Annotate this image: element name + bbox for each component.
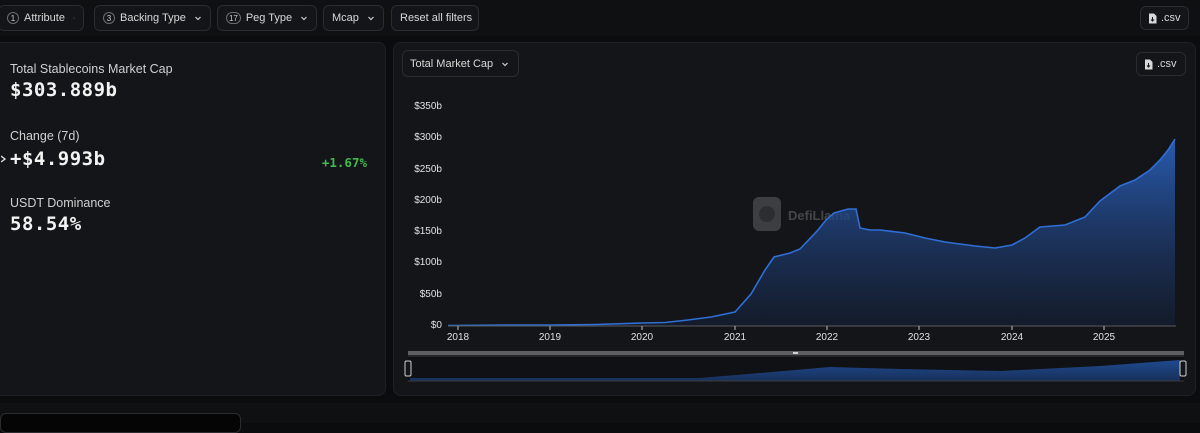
download-csv-button[interactable]: .csv — [1140, 6, 1189, 30]
change-7d-percent: +1.67% — [321, 155, 367, 170]
defillama-watermark: DefiLlama — [753, 197, 851, 231]
chevron-down-icon — [73, 17, 75, 19]
total-market-cap-label: Total Stablecoins Market Cap — [10, 62, 173, 76]
x-tick: 2018 — [446, 332, 470, 343]
usdt-dominance-value: 58.54% — [10, 213, 82, 235]
y-tick: $100b — [414, 257, 442, 268]
x-tick: 2021 — [723, 332, 747, 343]
total-market-cap-value: $303.889b — [10, 79, 118, 101]
usdt-dominance-label: USDT Dominance — [10, 196, 111, 210]
collapse-arrow-icon[interactable] — [0, 152, 7, 164]
market-cap-chart[interactable]: DefiLlama — [0, 0, 1200, 423]
range-handle-left — [404, 360, 412, 377]
chevron-down-icon — [502, 62, 509, 66]
filter-count-badge: 1 — [7, 12, 19, 24]
csv-label: .csv — [1157, 58, 1177, 70]
chevron-down-icon — [194, 16, 201, 21]
filter-attribute-button[interactable]: 1 Attribute — [0, 5, 84, 31]
y-tick: $150b — [414, 226, 442, 237]
chart-download-csv-button[interactable]: .csv — [1136, 52, 1186, 76]
filter-count-badge: 17 — [226, 12, 241, 24]
file-download-icon — [1145, 59, 1153, 69]
filter-label: Backing Type — [120, 12, 186, 24]
filter-label: Attribute — [24, 12, 65, 24]
y-tick: $350b — [414, 101, 442, 112]
x-tick: 2025 — [1092, 332, 1116, 343]
x-tick: 2022 — [815, 332, 839, 343]
filter-peg-type-button[interactable]: 17 Peg Type — [217, 5, 317, 31]
chart-metric-label: Total Market Cap — [410, 57, 494, 70]
chart-metric-selector[interactable]: Total Market Cap — [402, 50, 519, 77]
x-tick: 2019 — [538, 332, 562, 343]
market-cap-area — [448, 139, 1175, 326]
filter-mcap-button[interactable]: Mcap — [323, 5, 384, 31]
chevron-down-icon — [367, 16, 374, 21]
y-tick: $250b — [414, 164, 442, 175]
x-tick: 2024 — [1000, 332, 1024, 343]
range-handle-right — [1179, 360, 1187, 377]
range-slider[interactable] — [404, 351, 1187, 382]
change-7d-label: Change (7d) — [10, 129, 80, 143]
chevron-down-icon — [301, 16, 307, 21]
reset-filters-button[interactable]: Reset all filters — [391, 5, 479, 31]
y-tick: $50b — [419, 289, 442, 300]
x-tick: 2020 — [630, 332, 654, 343]
csv-label: .csv — [1161, 12, 1181, 24]
filter-label: Mcap — [332, 12, 359, 24]
change-7d-value: +$4.993b — [10, 148, 106, 170]
stats-panel: Total Stablecoins Market Cap $303.889b C… — [0, 42, 386, 396]
search-input[interactable] — [0, 413, 241, 433]
y-tick: $300b — [414, 132, 442, 143]
filter-count-badge: 3 — [103, 12, 115, 24]
filter-bar: 1 Attribute 3 Backing Type 17 Peg Type M… — [0, 0, 1200, 36]
x-tick: 2023 — [907, 332, 931, 343]
reset-filters-label: Reset all filters — [400, 12, 473, 24]
file-download-icon — [1149, 13, 1157, 23]
lower-section — [0, 403, 1200, 423]
filter-label: Peg Type — [245, 12, 293, 24]
y-tick: $200b — [414, 195, 442, 206]
chart-panel — [393, 42, 1196, 396]
market-cap-line — [447, 138, 1176, 327]
filter-backing-type-button[interactable]: 3 Backing Type — [94, 5, 211, 31]
y-tick: $0 — [430, 320, 442, 331]
